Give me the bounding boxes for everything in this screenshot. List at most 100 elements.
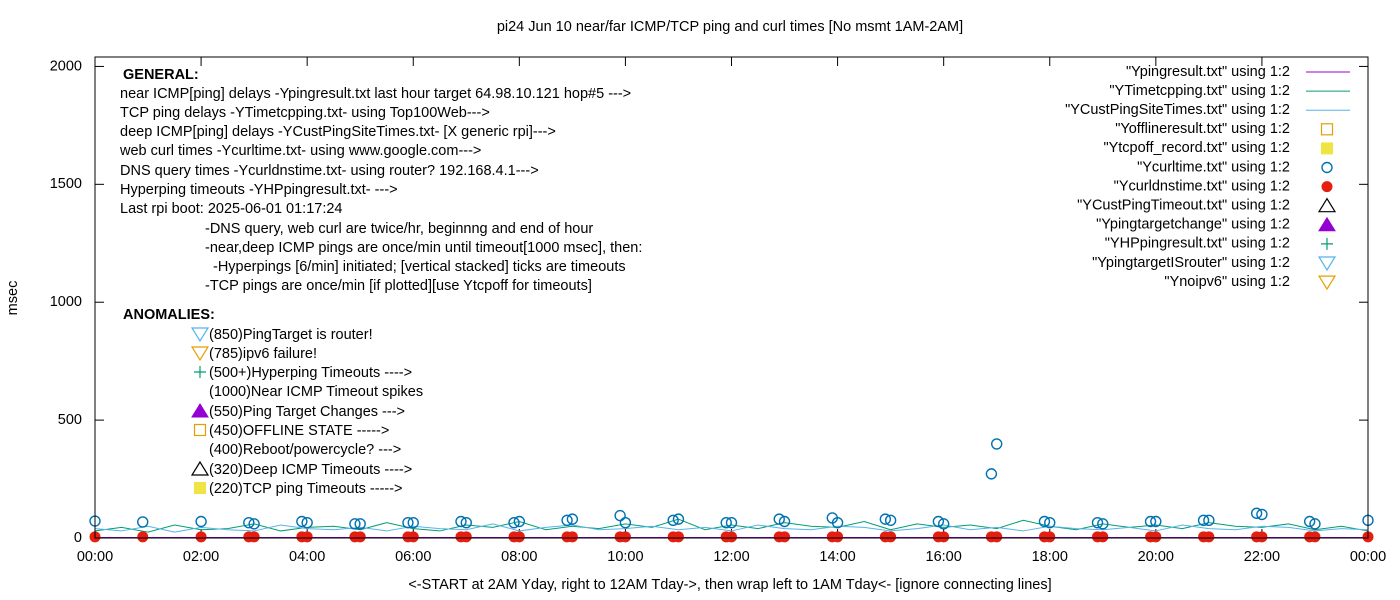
legend-label: "Ycurldnstime.txt" using 1:2 [1114, 178, 1290, 194]
data-point [566, 513, 579, 525]
x-tick-label: 18:00 [1032, 549, 1068, 565]
legend-swatch [1317, 197, 1337, 213]
data-point [619, 516, 632, 529]
data-point [1150, 531, 1162, 543]
data-point [1309, 518, 1321, 530]
legend-swatch [1320, 123, 1334, 136]
x-tick-label: 00:00 [77, 549, 113, 565]
legend-label: "Ycurltime.txt" using 1:2 [1137, 159, 1290, 175]
data-point [407, 516, 419, 529]
data-point [831, 516, 844, 529]
plot-border [94, 56, 1369, 539]
data-point [455, 515, 467, 528]
x-tick-label: 02:00 [183, 549, 219, 565]
data-point [1203, 514, 1215, 527]
data-point [513, 531, 525, 543]
data-point [932, 515, 945, 528]
data-point [137, 516, 149, 528]
annotation: -Hyperpings [6/min] initiated; [vertical… [213, 259, 626, 275]
annotation: (850)PingTarget is router! [209, 327, 373, 343]
annotation: -DNS query, web curl are twice/hr, begin… [205, 221, 593, 237]
data-point [884, 514, 897, 527]
data-point [354, 531, 366, 543]
chart-title: pi24 Jun 10 near/far ICMP/TCP ping and c… [497, 19, 963, 35]
data-point [402, 516, 414, 529]
data-point [248, 531, 260, 543]
annotation: Hyperping timeouts -YHPpingresult.txt- -… [120, 182, 398, 198]
data-point [513, 515, 526, 528]
data-point [566, 531, 578, 543]
legend-swatch [1321, 142, 1333, 155]
annotation: (550)Ping Target Changes ---> [209, 404, 405, 420]
y-tick-label: 500 [58, 412, 82, 428]
data-point [195, 531, 207, 543]
legend-label: "YCustPingSiteTimes.txt" using 1:2 [1065, 102, 1290, 118]
data-point [349, 518, 361, 530]
data-point [991, 531, 1003, 543]
data-point [725, 516, 738, 529]
data-point [667, 514, 679, 527]
legend-swatch [1317, 256, 1337, 272]
annotation-symbol [193, 423, 207, 437]
legend-swatch [1317, 275, 1337, 291]
data-point [301, 531, 313, 543]
data-point [561, 514, 573, 527]
data-point [296, 515, 308, 528]
data-point [407, 531, 419, 543]
data-point [938, 531, 950, 543]
data-point [508, 516, 520, 529]
data-point [1038, 515, 1051, 528]
data-point [779, 531, 791, 543]
legend-swatch [1321, 181, 1333, 193]
annotation-symbol [190, 460, 210, 476]
annotation: DNS query times -Ycurldnstime.txt- using… [120, 163, 539, 179]
data-point [1309, 531, 1321, 543]
y-tick-label: 2000 [50, 58, 82, 74]
legend-label: "Ypingresult.txt" using 1:2 [1126, 64, 1290, 80]
data-point [614, 509, 626, 522]
data-point [1044, 531, 1056, 543]
annotation: ANOMALIES: [123, 307, 215, 323]
data-point [460, 531, 472, 543]
annotation-symbol [194, 366, 206, 378]
annotation-symbol [191, 403, 209, 418]
data-point [778, 515, 791, 528]
annotation: (400)Reboot/powercycle? ---> [209, 442, 401, 458]
y-tick-label: 1000 [50, 294, 82, 310]
data-point [1303, 515, 1316, 528]
series-line [94, 523, 1369, 533]
x-tick-label: 16:00 [926, 549, 962, 565]
data-point [1197, 514, 1210, 527]
data-point [879, 513, 892, 525]
annotation: GENERAL: [123, 67, 199, 83]
y-tick-label: 0 [74, 530, 82, 546]
data-point [726, 531, 737, 543]
data-point [1150, 515, 1162, 528]
data-point [937, 518, 950, 530]
legend-label: "Yofflineresult.txt" using 1:2 [1115, 121, 1290, 137]
annotation-symbol [190, 327, 210, 343]
x-tick-label: 22:00 [1244, 549, 1280, 565]
data-point [773, 513, 785, 525]
y-tick-label: 1500 [50, 176, 82, 192]
data-point [1250, 507, 1263, 519]
annotation: -TCP pings are once/min [if plotted][use… [205, 278, 592, 294]
x-axis-label: <-START at 2AM Yday, right to 12AM Tday-… [408, 577, 1051, 593]
data-point [1044, 516, 1056, 529]
data-point [720, 516, 732, 529]
data-point [885, 531, 897, 543]
x-tick-label: 10:00 [607, 549, 643, 565]
annotation: (450)OFFLINE STATE -----> [209, 423, 389, 439]
data-point [1256, 531, 1268, 543]
annotation: (220)TCP ping Timeouts -----> [209, 481, 403, 497]
data-point [1091, 516, 1104, 529]
annotation-symbol [190, 346, 210, 362]
data-point [1144, 515, 1157, 528]
x-tick-label: 14:00 [819, 549, 855, 565]
data-point [832, 531, 844, 543]
data-point [243, 516, 255, 529]
data-point [619, 531, 631, 543]
x-tick-label: 00:00 [1350, 549, 1386, 565]
